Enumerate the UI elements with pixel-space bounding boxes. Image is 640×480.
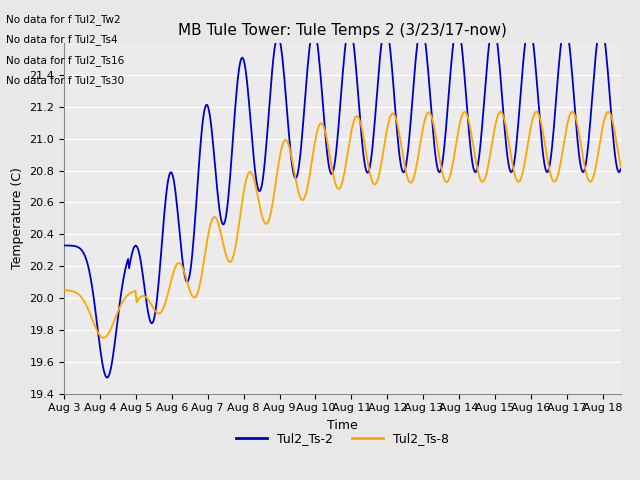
Text: No data for f Tul2_Tw2: No data for f Tul2_Tw2: [6, 14, 121, 25]
Legend: Tul2_Ts-2, Tul2_Ts-8: Tul2_Ts-2, Tul2_Ts-8: [231, 427, 454, 450]
X-axis label: Time: Time: [327, 419, 358, 432]
Text: No data for f Tul2_Ts4: No data for f Tul2_Ts4: [6, 35, 118, 46]
Y-axis label: Temperature (C): Temperature (C): [11, 168, 24, 269]
Title: MB Tule Tower: Tule Temps 2 (3/23/17-now): MB Tule Tower: Tule Temps 2 (3/23/17-now…: [178, 23, 507, 38]
Text: No data for f Tul2_Ts30: No data for f Tul2_Ts30: [6, 75, 125, 86]
Text: No data for f Tul2_Ts16: No data for f Tul2_Ts16: [6, 55, 125, 66]
